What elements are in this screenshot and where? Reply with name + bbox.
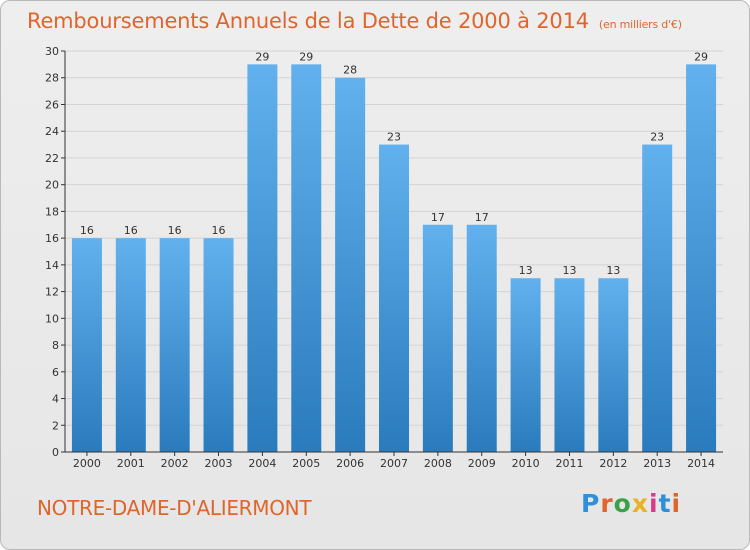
y-tick-label: 4: [52, 393, 59, 406]
bar: [642, 144, 673, 453]
value-label: 13: [519, 264, 533, 277]
bar: [379, 144, 409, 453]
title-text: Remboursements Annuels de la Dette de 20…: [27, 9, 589, 33]
value-label: 29: [694, 50, 708, 63]
bar: [159, 238, 190, 452]
y-tick-label: 14: [45, 259, 59, 272]
logo-letter: i: [649, 489, 659, 518]
proxiti-logo: Proxiti: [581, 489, 681, 518]
x-tick-label: 2003: [205, 457, 233, 470]
logo-letter: r: [600, 489, 614, 518]
y-tick-label: 10: [45, 312, 59, 325]
y-tick-label: 2: [52, 419, 59, 432]
bar: [247, 64, 278, 452]
x-tick-label: 2011: [555, 457, 583, 470]
value-label: 23: [387, 131, 401, 144]
bar: [686, 64, 717, 452]
y-tick-label: 26: [45, 98, 59, 111]
y-tick-label: 8: [52, 339, 59, 352]
y-tick-label: 28: [45, 72, 59, 85]
logo-letter: o: [613, 489, 632, 518]
bar: [203, 238, 234, 452]
unit-label: (en milliers d'€): [598, 18, 682, 31]
value-label: 13: [606, 264, 620, 277]
value-label: 16: [124, 224, 138, 237]
x-tick-label: 2002: [161, 457, 189, 470]
bar: [335, 77, 366, 452]
value-label: 16: [212, 224, 226, 237]
logo-letter: P: [581, 489, 601, 518]
y-tick-label: 22: [45, 152, 59, 165]
bars: [71, 64, 717, 453]
x-tick-label: 2007: [380, 457, 408, 470]
logo-letter: i: [671, 489, 682, 518]
value-label: 29: [299, 50, 313, 63]
x-tick-label: 2014: [687, 457, 715, 470]
x-tick-labels: 2000 2001 2002 2003 2004 2005 2006 2007 2008 2009…: [73, 457, 715, 470]
bar: [510, 278, 541, 452]
value-label: 29: [255, 50, 269, 63]
bar: [554, 278, 585, 452]
bar: [291, 64, 322, 452]
town-name: NOTRE-DAME-D'ALIERMONT: [37, 496, 312, 520]
value-labels: 16 16 16 16 29 29 28 23 17 17 13 13 13 23 29: [80, 50, 708, 277]
x-tick-label: 2013: [643, 457, 671, 470]
y-tick-label: 6: [52, 366, 59, 379]
value-label: 16: [80, 224, 94, 237]
x-tick-label: 2006: [336, 457, 364, 470]
value-label: 16: [168, 224, 182, 237]
y-tick-label: 12: [45, 286, 59, 299]
x-tick-label: 2004: [248, 457, 276, 470]
value-label: 13: [562, 264, 576, 277]
y-tick-label: 16: [45, 232, 59, 245]
bar: [115, 238, 146, 452]
bar: [422, 224, 453, 452]
x-tick-label: 2009: [468, 457, 496, 470]
y-tick-label: 18: [45, 205, 59, 218]
chart-title: Remboursements Annuels de la Dette de 20…: [27, 9, 682, 33]
value-label: 17: [475, 211, 489, 224]
x-tick-label: 2012: [599, 457, 627, 470]
bar: [598, 278, 629, 452]
value-label: 28: [343, 64, 357, 77]
logo-letter: t: [658, 489, 672, 518]
y-tick-label: 20: [45, 179, 59, 192]
y-tick-label: 24: [45, 125, 59, 138]
x-tick-label: 2010: [512, 457, 540, 470]
bar: [71, 238, 102, 452]
y-tick-label: 0: [52, 446, 59, 459]
x-tick-label: 2000: [73, 457, 101, 470]
logo-letter: x: [631, 489, 649, 518]
x-tick-label: 2005: [292, 457, 320, 470]
axes: [64, 51, 723, 456]
value-label: 23: [650, 131, 664, 144]
x-tick-label: 2008: [424, 457, 452, 470]
y-tick-label: 30: [45, 45, 59, 58]
bar: [466, 224, 497, 452]
x-tick-label: 2001: [117, 457, 145, 470]
value-label: 17: [431, 211, 445, 224]
